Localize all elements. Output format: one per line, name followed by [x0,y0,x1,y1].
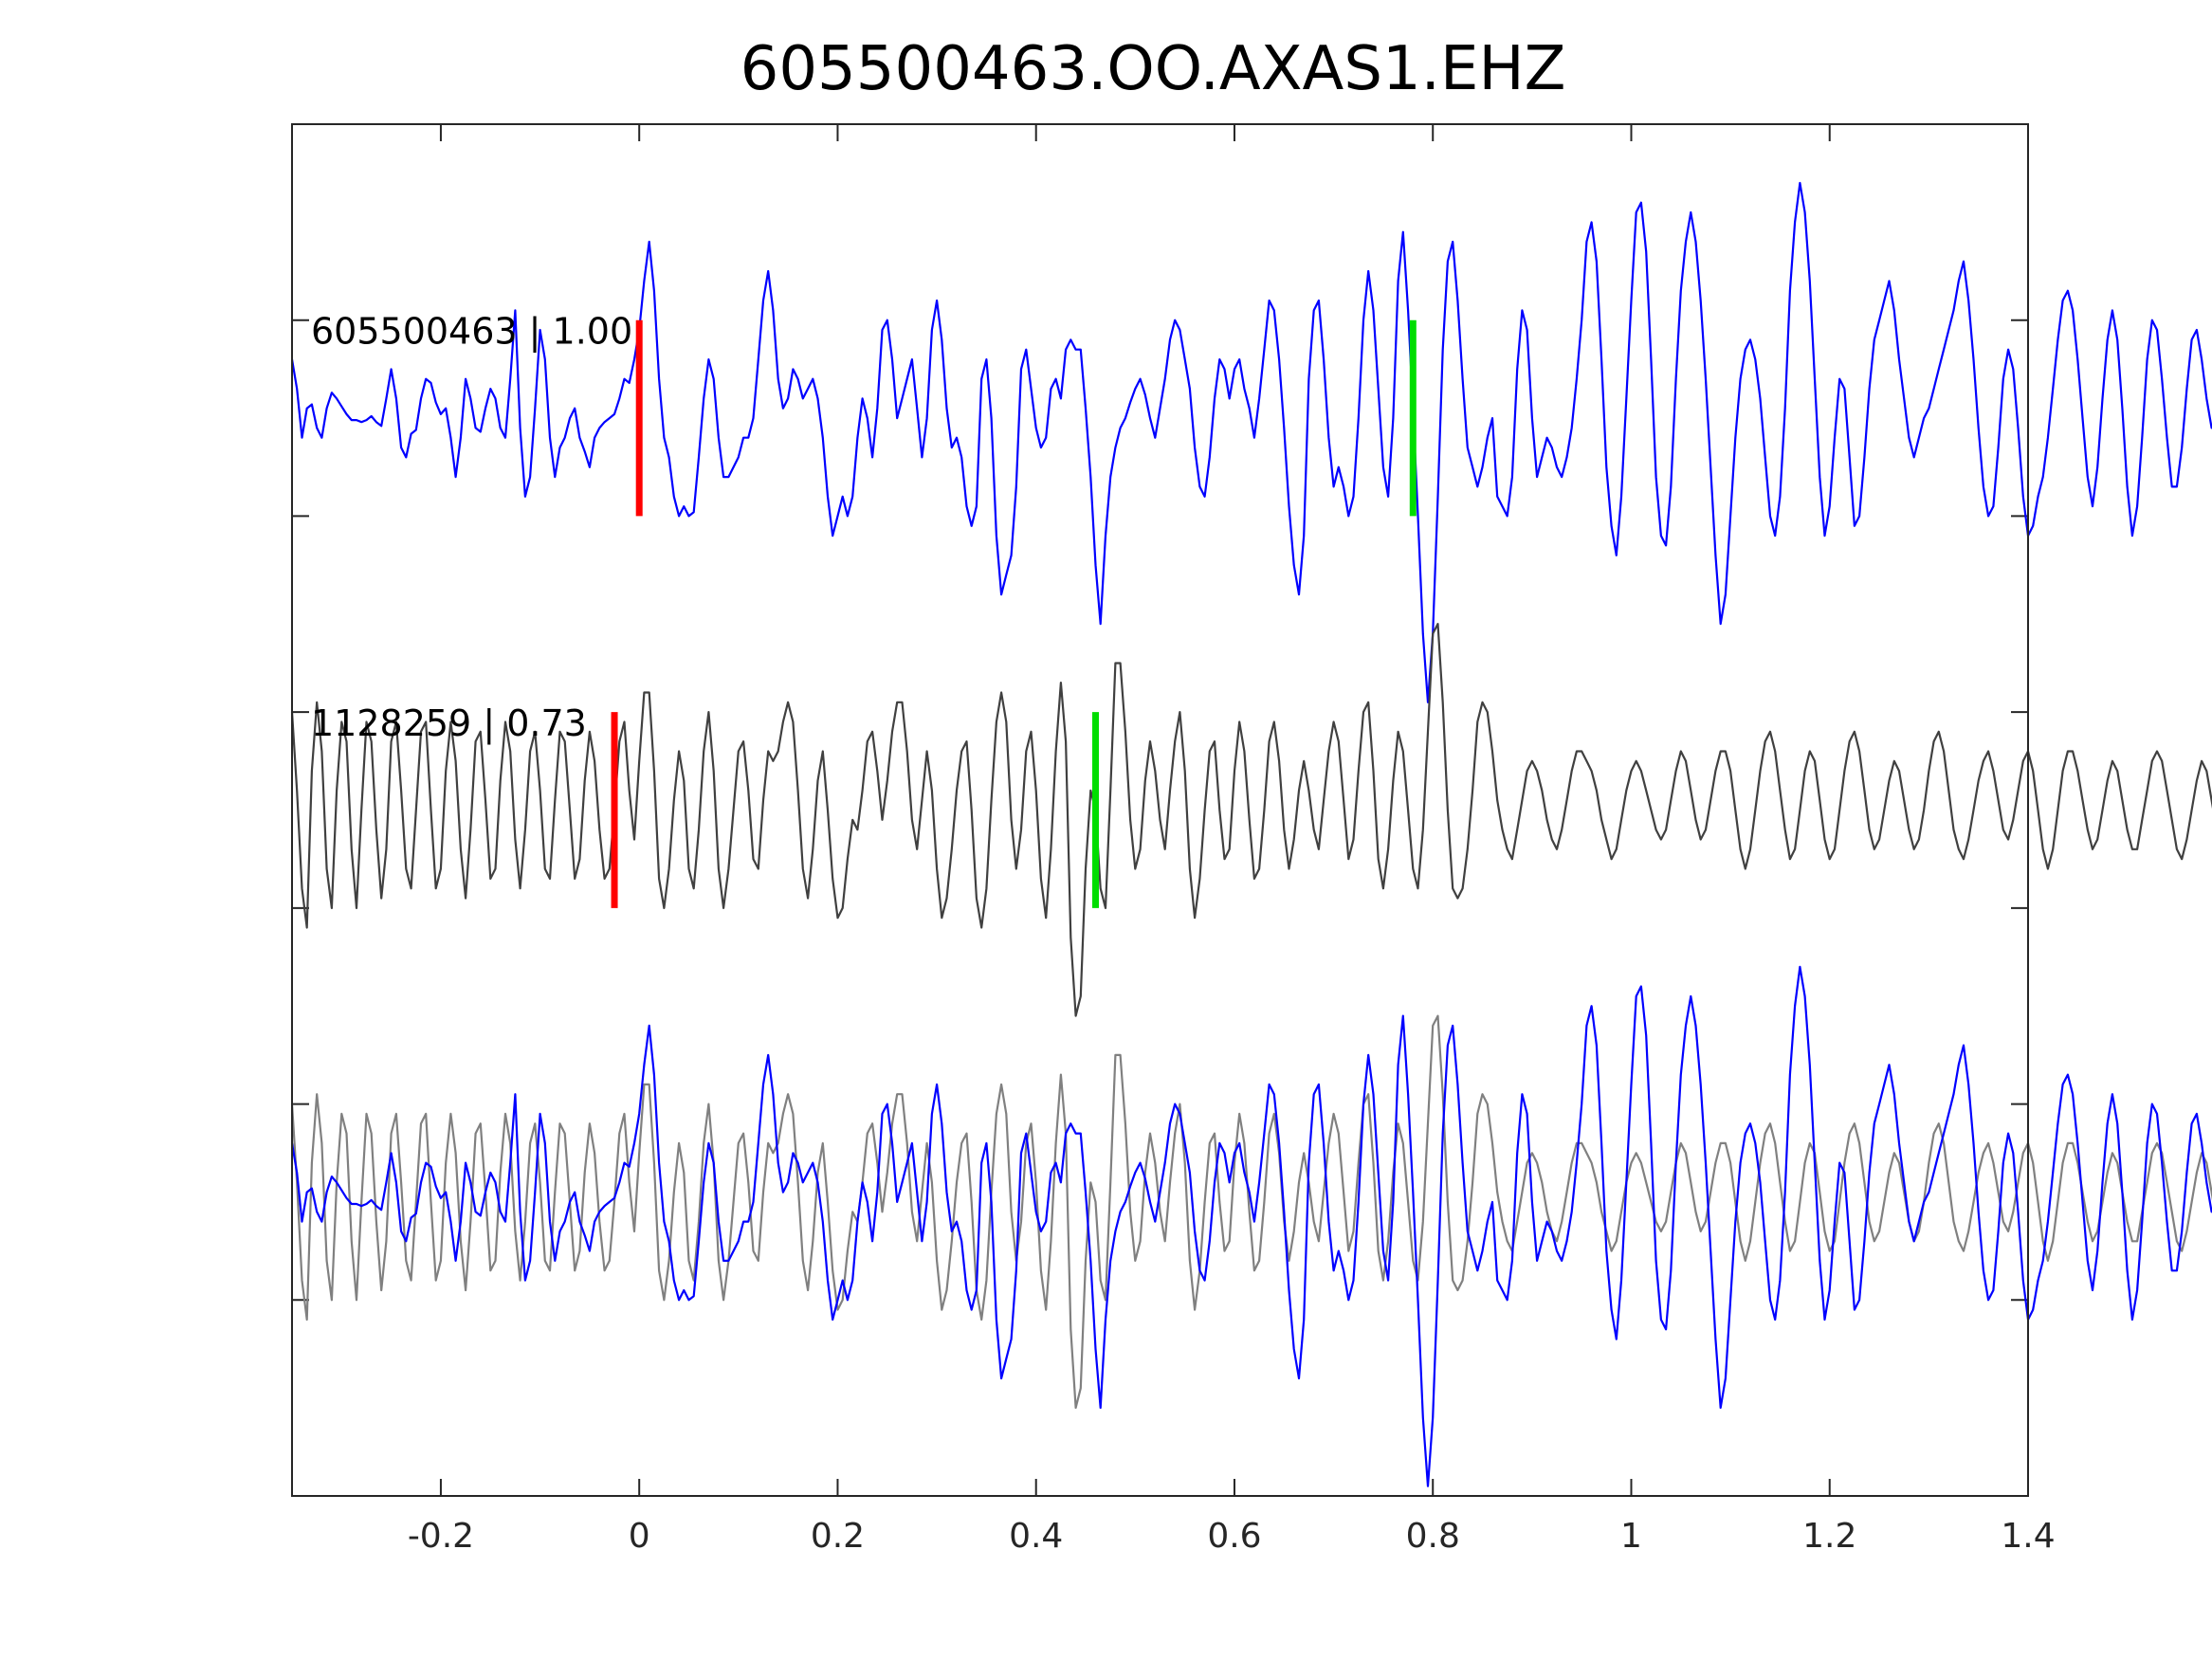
x-tick-label: 0.6 [1207,1517,1261,1556]
trace-label-0: 605500463 | 1.00 [311,311,632,354]
x-tick-label: 1 [1620,1517,1642,1556]
x-tick-label: 1.2 [1802,1517,1856,1556]
x-tick-label: 0.2 [811,1517,865,1556]
overlay-series-605500463 [290,965,2212,1487]
trace-label-1: 1128259 | 0.73 [311,702,587,745]
overlay-traces [290,965,2212,1487]
waveform-traces [290,181,2212,1017]
chart-title: 605500463.OO.AXAS1.EHZ [740,34,1566,104]
x-tick-label: 1.4 [2001,1517,2055,1556]
trace-series-0 [290,181,2212,703]
x-tick-label: 0 [629,1517,650,1556]
x-tick-label: 0.8 [1406,1517,1460,1556]
phase-markers [611,319,1417,908]
axis-ticks: -0.2 0 0.2 0.4 0.6 0.8 1 1.2 1.4 [292,124,2056,1556]
trace-labels: 605500463 | 1.00 1128259 | 0.73 [311,311,632,745]
x-tick-label: 0.4 [1009,1517,1063,1556]
trace-series-1 [290,622,2212,1017]
overlay-series-1128259 [290,1014,2212,1410]
plot-area-frame [291,123,2029,1497]
x-tick-label: -0.2 [408,1517,474,1556]
